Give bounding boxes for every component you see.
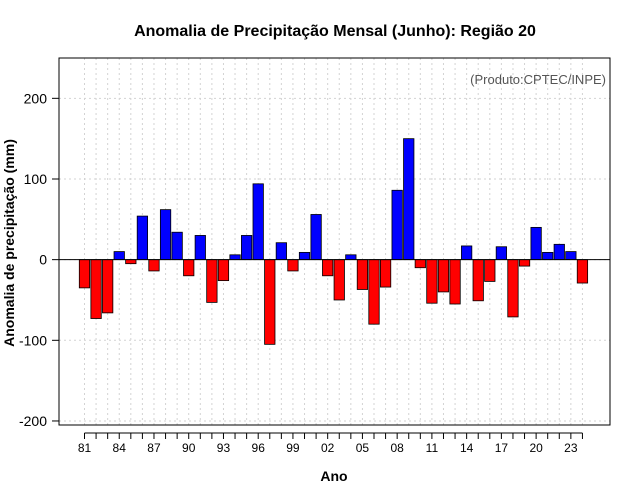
bar-16: [484, 259, 496, 282]
x-tick-label: 17: [495, 441, 509, 455]
bar-87: [148, 259, 160, 272]
bar-98: [275, 242, 287, 261]
gridlines: [59, 58, 610, 425]
bar-13: [449, 259, 461, 305]
chart-title: Anomalia de Precipitação Mensal (Junho):…: [134, 23, 536, 40]
y-tick-label: -200: [19, 413, 47, 429]
bar-88: [159, 209, 172, 261]
bar-96: [252, 183, 264, 261]
bar-01: [310, 214, 322, 261]
x-tick-label: 08: [390, 441, 404, 455]
x-tick-label: 81: [78, 441, 92, 455]
bar-91: [194, 235, 206, 261]
bar-93: [217, 259, 230, 282]
bar-85: [125, 259, 137, 265]
bar-21: [542, 251, 554, 261]
bar-04: [345, 254, 357, 261]
bar-17: [495, 246, 507, 261]
x-tick-label: 23: [564, 441, 578, 455]
bar-10: [414, 259, 426, 269]
bar-84: [113, 251, 125, 261]
y-axis: -200 -100 0 100 200: [19, 90, 59, 429]
bar-14: [461, 245, 473, 261]
x-tick-label: 11: [426, 441, 439, 455]
x-tick-label: 20: [529, 441, 543, 455]
bars: [78, 138, 589, 345]
source-label: (Produto:CPTEC/INPE): [470, 72, 606, 87]
bar-97: [264, 259, 276, 345]
y-axis-title: Anomalia de precipitação (mm): [1, 139, 17, 347]
x-tick-label: 93: [217, 441, 231, 455]
bar-07: [379, 259, 392, 288]
x-tick-label: 05: [356, 441, 370, 455]
plot-frame: [58, 57, 611, 426]
y-tick-label: 0: [39, 252, 47, 268]
bar-95: [241, 235, 253, 261]
bar-92: [206, 259, 218, 303]
bar-12: [437, 259, 450, 293]
bar-03: [333, 259, 345, 301]
bar-09: [403, 138, 415, 261]
bar-89: [171, 231, 183, 261]
bar-22: [553, 243, 565, 261]
bar-15: [472, 259, 484, 302]
bar-81: [78, 259, 91, 289]
bar-11: [426, 259, 438, 304]
x-tick-label: 96: [252, 441, 266, 455]
bar-99: [287, 259, 299, 272]
bar-06: [368, 259, 380, 325]
bar-20: [530, 226, 542, 261]
bar-18: [507, 259, 519, 318]
bar-86: [136, 215, 148, 261]
y-tick-label: 200: [24, 90, 48, 106]
y-tick-label: 100: [24, 171, 48, 187]
x-axis: 81 84 87 90 93 96 99 02 05 08 11 14 17 20 23: [78, 432, 583, 455]
x-tick-label: 14: [460, 441, 474, 455]
bar-24: [576, 259, 589, 284]
x-tick-label: 02: [321, 441, 335, 455]
bar-94: [229, 254, 241, 261]
bar-05: [356, 259, 369, 290]
bar-08: [391, 189, 403, 261]
y-tick-label: -100: [19, 332, 47, 348]
bar-19: [518, 259, 531, 267]
x-tick-label: 84: [113, 441, 127, 455]
bar-82: [90, 259, 102, 319]
x-tick-label: 87: [147, 441, 161, 455]
bar-23: [565, 251, 577, 261]
bar-90: [183, 259, 195, 277]
bar-00: [298, 251, 311, 261]
x-tick-label: 90: [182, 441, 196, 455]
bar-02: [322, 259, 334, 277]
x-tick-label: 99: [286, 441, 300, 455]
x-axis-title: Ano: [320, 468, 347, 484]
bar-83: [102, 259, 114, 314]
